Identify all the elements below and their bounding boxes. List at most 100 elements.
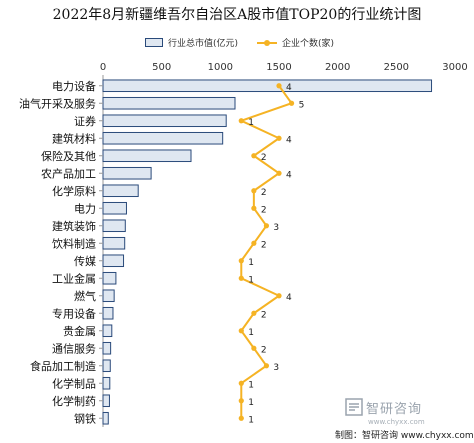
line-data-label: 2: [261, 153, 267, 163]
line-point: [251, 240, 257, 246]
line-data-label: 4: [286, 83, 292, 93]
line-data-label: 2: [261, 188, 267, 198]
bar: [102, 289, 115, 303]
bar: [102, 96, 236, 110]
line-data-label: 4: [286, 170, 292, 180]
legend-bar-swatch: [145, 38, 163, 47]
x-tick-label: 1000: [208, 62, 233, 73]
category-label: 专用设备: [52, 306, 96, 320]
line-point: [238, 380, 244, 386]
category-label: 保险及其他: [41, 149, 96, 163]
category-label: 化学原料: [52, 184, 96, 198]
legend-line-label: 企业个数(家): [282, 39, 335, 49]
line-point: [251, 310, 257, 316]
bar: [102, 114, 227, 128]
bar: [102, 149, 192, 163]
line-point: [251, 188, 257, 194]
line-data-label: 1: [248, 398, 254, 408]
x-tick-label: 500: [152, 62, 171, 73]
watermark-text: 智研咨询: [366, 402, 423, 417]
category-label: 电力设备: [52, 79, 96, 93]
line-point: [238, 118, 244, 124]
line-series: [238, 85, 294, 419]
legend-item-line: 企业个数(家): [257, 36, 334, 49]
legend: 行业总市值(亿元) 企业个数(家): [145, 36, 395, 50]
line-data-label: 5: [299, 100, 305, 110]
category-label: 证券: [74, 114, 96, 128]
bar: [102, 254, 125, 268]
x-tick-label: 3000: [442, 62, 467, 73]
bar: [102, 131, 224, 145]
bar: [102, 219, 126, 233]
category-label: 传媒: [74, 255, 96, 268]
watermark-url: www.chyxx.com: [368, 418, 425, 426]
line-point: [251, 205, 257, 211]
legend-line-swatch: [257, 39, 277, 46]
category-label: 钢铁: [74, 412, 96, 425]
line-point: [238, 258, 244, 264]
line-point: [251, 345, 257, 351]
category-label: 食品加工制造: [30, 359, 96, 373]
bar: [102, 166, 152, 180]
line-data-label: 1: [248, 415, 254, 425]
category-label: 化学制品: [52, 376, 96, 390]
bar: [102, 359, 111, 373]
line-data-label: 1: [248, 380, 254, 390]
chart-title: 2022年8月新疆维吾尔自治区A股市值TOP20的行业统计图: [52, 7, 422, 23]
watermark-logo: [345, 398, 363, 416]
line-data-label: 2: [261, 240, 267, 250]
category-label: 贵金属: [63, 324, 96, 338]
legend-bar-label: 行业总市值(亿元): [168, 39, 239, 49]
bar: [102, 411, 109, 425]
x-tick-label: 1500: [266, 62, 291, 73]
line-point: [276, 135, 282, 141]
line-point: [276, 170, 282, 176]
category-label: 农产品加工: [41, 166, 96, 180]
category-label: 建筑装饰: [52, 219, 96, 233]
line-data-label: 1: [248, 275, 254, 285]
line-data-label: 1: [248, 258, 254, 268]
bar: [102, 306, 114, 320]
category-label: 建筑材料: [52, 131, 96, 145]
category-label: 电力: [74, 202, 96, 215]
bar: [102, 394, 110, 408]
line-data-label: 2: [261, 345, 267, 355]
legend-item-bar: 行业总市值(亿元): [145, 36, 238, 49]
line-point: [238, 275, 244, 281]
line-data-label: 4: [286, 135, 292, 145]
line-point: [238, 415, 244, 421]
line-point: [238, 398, 244, 404]
line-data-label: 2: [261, 205, 267, 215]
category-label: 燃气: [74, 289, 96, 303]
x-tick-label: 2500: [384, 62, 409, 73]
category-label: 工业金属: [52, 271, 96, 285]
line-point: [238, 328, 244, 334]
line-point: [251, 153, 257, 159]
line-data-label: 4: [286, 293, 292, 303]
line-data-label: 1: [248, 118, 254, 128]
x-tick-label: 0: [100, 62, 106, 73]
bar: [102, 236, 126, 250]
category-label: 通信服务: [52, 342, 96, 355]
line-point: [276, 293, 282, 299]
category-label: 化学制药: [52, 394, 96, 408]
line-data-label: 3: [273, 363, 279, 373]
bar: [102, 79, 433, 93]
bar: [102, 341, 112, 355]
line-data-label: 2: [261, 310, 267, 320]
bar: [102, 201, 127, 215]
bar: [102, 271, 117, 285]
category-label: 饮料制造: [52, 236, 96, 250]
line-data-label: 3: [273, 223, 279, 233]
bar: [102, 324, 113, 338]
line-point: [276, 83, 282, 89]
bar: [102, 184, 139, 198]
line-data-label: 1: [248, 328, 254, 338]
bar: [102, 376, 111, 390]
source-note: 制图：智研咨询 www.chyxx.com: [335, 431, 474, 441]
x-tick-label: 2000: [325, 62, 350, 73]
line-point: [263, 363, 270, 369]
category-label: 油气开采及服务: [19, 96, 96, 110]
line-point: [263, 223, 270, 229]
